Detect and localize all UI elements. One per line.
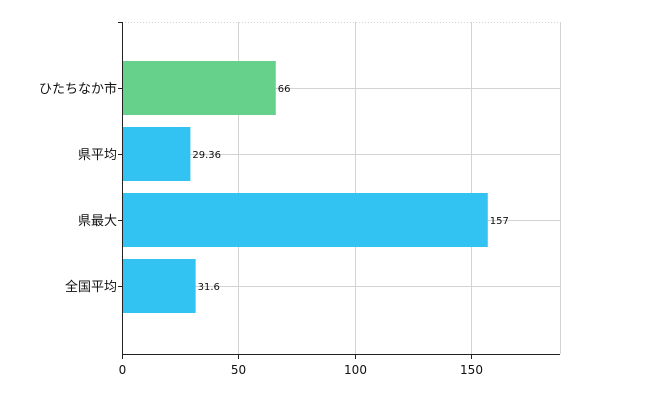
x-tick-label: 50: [231, 363, 246, 377]
category-label: 県最大: [78, 214, 117, 229]
bar-value-label: 157: [490, 216, 509, 227]
category-label: ひたちなか市: [39, 81, 117, 97]
axes: [118, 22, 560, 359]
x-tick-label: 150: [460, 363, 483, 377]
bar-value-label: 29.36: [192, 150, 221, 161]
category-label: 全国平均: [65, 279, 117, 295]
bar-2: [122, 127, 191, 181]
grid-lines: [122, 22, 561, 354]
category-label: 県平均: [78, 148, 117, 163]
x-tick-label: 100: [344, 363, 367, 377]
bars: [122, 61, 488, 313]
bar-value-label: 31.6: [198, 282, 220, 293]
bar-1: [122, 61, 276, 115]
bar-3: [122, 193, 488, 247]
x-tick-label: 0: [119, 363, 127, 377]
labels: 66 ひたちなか市 29.36 県平均 157 県最大 31.6 全国平均 0 50 100 150: [39, 81, 509, 377]
bar-4: [122, 259, 196, 313]
bar-value-label: 66: [278, 84, 291, 95]
